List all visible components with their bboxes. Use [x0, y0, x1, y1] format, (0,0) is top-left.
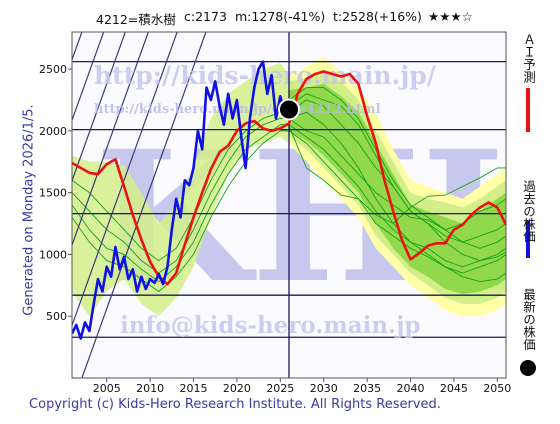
y-tick-label: 500: [46, 310, 67, 323]
trend-channel-line: [81, 32, 207, 378]
trend-channel-line: [72, 32, 178, 326]
x-tick-label: 2050: [483, 382, 511, 395]
x-tick-label: 2030: [310, 382, 338, 395]
current-price-label: c:2173: [184, 9, 227, 24]
forecast-projection-line: [288, 93, 506, 262]
forecast-projection-line: [288, 87, 506, 249]
forecast-projection-line: [288, 125, 506, 225]
minimum-price-label: m:1278(-41%): [235, 9, 326, 24]
legend-past-price-label: 過去の株価: [521, 180, 536, 243]
stock-code-label: 4212=積水樹: [96, 12, 176, 27]
rating-stars: ★★★☆: [428, 9, 473, 24]
past-price-line: [72, 60, 290, 340]
x-tick-label: 2010: [136, 382, 164, 395]
email-watermark: info@kids-hero.main.jp: [120, 312, 420, 339]
y-tick-label: 2500: [39, 63, 67, 76]
latest-price-dot: [278, 98, 300, 121]
forecast-band-inner: [289, 83, 506, 295]
y-tick-label: 2000: [39, 125, 67, 138]
plot-area: KHIhttp://kids-hero.main.jp/http://kids-…: [72, 32, 506, 378]
generated-date-label: Generated on Monday 2026/1/5.: [21, 104, 37, 316]
forecast-projection-line: [288, 111, 506, 268]
legend-latest-price-dot: [520, 360, 536, 376]
x-tick-label: 2015: [180, 382, 208, 395]
x-tick-label: 2020: [223, 382, 251, 395]
plot-frame: [71, 31, 507, 379]
x-tick-label: 2035: [353, 382, 381, 395]
x-tick-label: 2025: [266, 382, 294, 395]
legend-ai-forecast-label: ＡＩ予測: [521, 33, 536, 83]
ai-forecast-line: [72, 70, 506, 286]
copyright-footer: Copyright (c) Kids-Hero Research Institu…: [29, 397, 441, 412]
x-tick-label: 2045: [440, 382, 468, 395]
y-tick-label: 1000: [39, 248, 67, 261]
x-tick-label: 2005: [93, 382, 121, 395]
legend-latest-price-label: 最新の株価: [521, 288, 536, 351]
target-price-label: t:2528(+16%): [333, 9, 422, 24]
history-projection-line: [72, 124, 289, 283]
x-tick-label: 2040: [397, 382, 425, 395]
y-tick-label: 1500: [39, 187, 67, 200]
trend-channel-line: [72, 32, 149, 246]
history-projection-line: [72, 130, 289, 293]
